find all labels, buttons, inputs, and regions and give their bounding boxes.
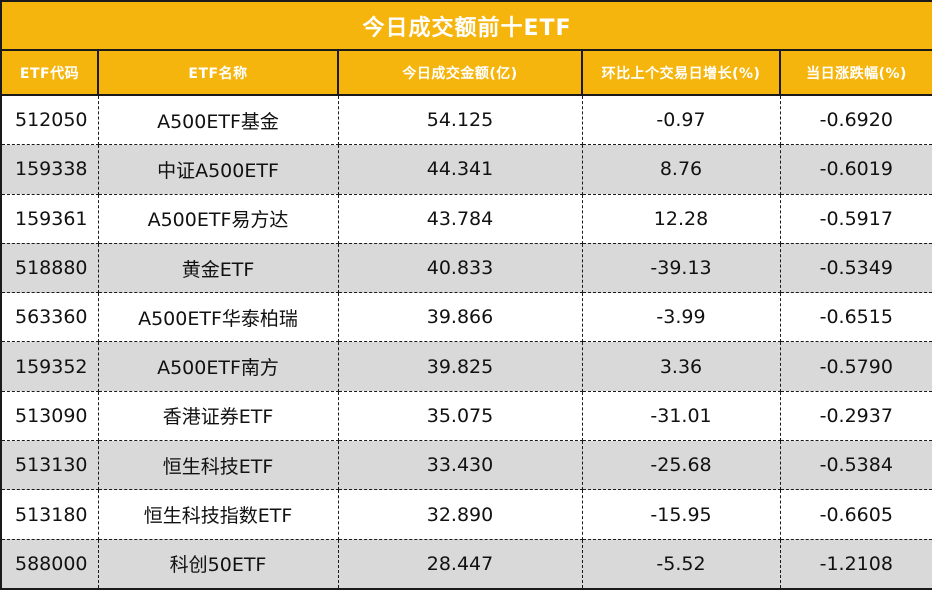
cell-change-vs-prev: -15.95 (581, 489, 781, 540)
cell-turnover: 43.784 (337, 193, 583, 244)
cell-daily-change: -0.2937 (779, 390, 932, 442)
cell-change-vs-prev: -25.68 (581, 440, 781, 491)
cell-etf-code: 159352 (0, 341, 99, 392)
cell-turnover: 39.866 (337, 292, 583, 343)
cell-etf-name: 香港证券ETF (97, 390, 339, 442)
cell-daily-change: -0.6515 (779, 292, 932, 343)
cell-etf-code: 513180 (0, 489, 99, 540)
table-row[interactable]: 159361 A500ETF易方达 43.784 12.28 -0.5917 (0, 193, 932, 244)
cell-turnover: 54.125 (337, 94, 583, 146)
table-row[interactable]: 513130 恒生科技ETF 33.430 -25.68 -0.5384 (0, 440, 932, 491)
cell-change-vs-prev: 3.36 (581, 341, 781, 392)
cell-etf-name: 黄金ETF (97, 242, 339, 294)
cell-change-vs-prev: -31.01 (581, 390, 781, 442)
cell-etf-code: 159338 (0, 144, 99, 195)
cell-change-vs-prev: -39.13 (581, 242, 781, 294)
cell-turnover: 39.825 (337, 341, 583, 392)
cell-daily-change: -0.6019 (779, 144, 932, 195)
column-header-turnover: 今日成交金额(亿) (337, 49, 583, 96)
column-header-etf-code: ETF代码 (0, 49, 99, 96)
cell-turnover: 33.430 (337, 440, 583, 491)
column-header-etf-name: ETF名称 (97, 49, 339, 96)
cell-etf-code: 563360 (0, 292, 99, 343)
cell-etf-code: 518880 (0, 242, 99, 294)
cell-daily-change: -0.5790 (779, 341, 932, 392)
cell-etf-name: 恒生科技指数ETF (97, 489, 339, 540)
cell-etf-name: A500ETF华泰柏瑞 (97, 292, 339, 343)
cell-turnover: 35.075 (337, 390, 583, 442)
cell-etf-name: A500ETF南方 (97, 341, 339, 392)
cell-change-vs-prev: 12.28 (581, 193, 781, 244)
table-row[interactable]: 588000 科创50ETF 28.447 -5.52 -1.2108 (0, 538, 932, 590)
cell-etf-code: 159361 (0, 193, 99, 244)
cell-etf-name: A500ETF易方达 (97, 193, 339, 244)
column-header-daily-change: 当日涨跌幅(%) (778, 49, 932, 96)
table-row[interactable]: 159352 A500ETF南方 39.825 3.36 -0.5790 (0, 341, 932, 392)
cell-change-vs-prev: -5.52 (581, 538, 781, 590)
cell-etf-name: 恒生科技ETF (97, 440, 339, 491)
cell-turnover: 44.341 (337, 144, 583, 195)
cell-daily-change: -1.2108 (779, 538, 932, 590)
cell-turnover: 28.447 (337, 538, 583, 590)
table-row[interactable]: 513090 香港证券ETF 35.075 -31.01 -0.2937 (0, 390, 932, 442)
table-title-row: 今日成交额前十ETF (0, 0, 932, 51)
cell-turnover: 32.890 (337, 489, 583, 540)
table-row[interactable]: 512050 A500ETF基金 54.125 -0.97 -0.6920 (0, 94, 932, 146)
cell-etf-code: 588000 (0, 538, 99, 590)
cell-daily-change: -0.5384 (779, 440, 932, 491)
table-row[interactable]: 159338 中证A500ETF 44.341 8.76 -0.6019 (0, 144, 932, 195)
cell-turnover: 40.833 (337, 242, 583, 294)
cell-etf-name: A500ETF基金 (97, 94, 339, 146)
cell-change-vs-prev: -0.97 (581, 94, 781, 146)
cell-etf-name: 中证A500ETF (97, 144, 339, 195)
cell-etf-name: 科创50ETF (97, 538, 339, 590)
table-row[interactable]: 563360 A500ETF华泰柏瑞 39.866 -3.99 -0.6515 (0, 292, 932, 343)
cell-daily-change: -0.5917 (779, 193, 932, 244)
page-title: 今日成交额前十ETF (0, 0, 932, 51)
table-row[interactable]: 513180 恒生科技指数ETF 32.890 -15.95 -0.6605 (0, 489, 932, 540)
cell-daily-change: -0.6605 (779, 489, 932, 540)
cell-etf-code: 513130 (0, 440, 99, 491)
cell-daily-change: -0.6920 (779, 94, 932, 146)
table-header-row: ETF代码 ETF名称 今日成交金额(亿) 环比上个交易日增长(%) 当日涨跌幅… (0, 49, 932, 96)
cell-change-vs-prev: -3.99 (581, 292, 781, 343)
table-head: 今日成交额前十ETF ETF代码 ETF名称 今日成交金额(亿) 环比上个交易日… (0, 0, 932, 96)
column-header-change-vs-prev: 环比上个交易日增长(%) (581, 49, 781, 96)
table-row[interactable]: 518880 黄金ETF 40.833 -39.13 -0.5349 (0, 242, 932, 294)
cell-etf-code: 512050 (0, 94, 99, 146)
cell-etf-code: 513090 (0, 390, 99, 442)
cell-daily-change: -0.5349 (779, 242, 932, 294)
table-body: 512050 A500ETF基金 54.125 -0.97 -0.6920 159338 中… (0, 94, 932, 590)
cell-change-vs-prev: 8.76 (581, 144, 781, 195)
